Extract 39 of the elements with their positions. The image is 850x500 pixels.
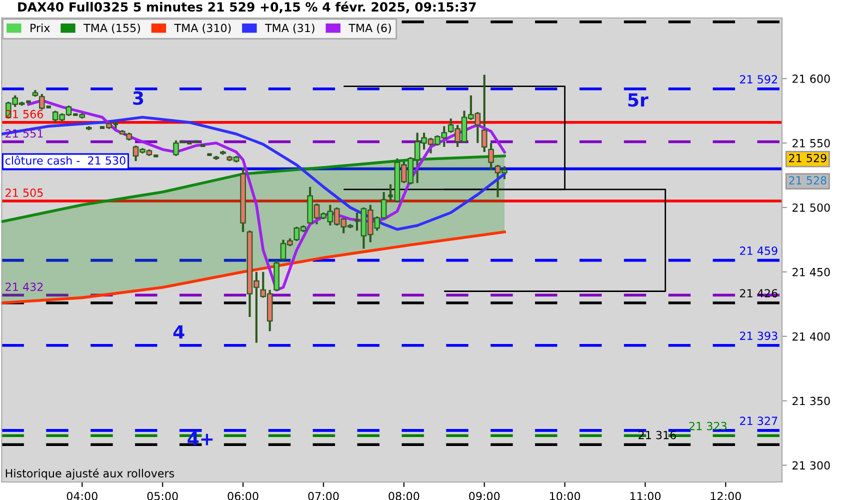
ref-line-label: 21 323 [689,422,726,430]
x-tick-label: 10:00 [550,492,580,500]
ref-line-label: 21 432 [6,282,43,292]
y-tick-label: 21 450 [792,268,830,276]
y-tick-label: 21 350 [792,396,830,406]
legend-label: TMA (310) [174,24,231,34]
ref-line-label: 21 551 [6,129,43,138]
text: 21 529 [789,154,826,162]
annotation: 4+ [188,432,213,446]
ref-line-label: 21 592 [740,75,777,84]
annotation: 4 [173,325,184,338]
annotation: Historique ajusté aux rollovers [6,468,174,480]
x-tick-label: 07:00 [308,492,339,500]
ref-line-label: 21 459 [740,246,778,255]
x-tick-label: 04:00 [66,492,98,500]
x-tick-label: 11:00 [630,492,661,500]
legend-label: TMA (155) [84,24,140,34]
ref-line-label: 21 426 [740,289,778,298]
ref-line-label: clôture cash - 21 530 [5,156,126,165]
legend-label: Prix [30,24,50,32]
x-tick-label: 12:00 [710,492,741,500]
text: 21 528 [789,176,826,185]
ref-line-label: 21 327 [740,416,778,426]
ref-line-label: 21 505 [6,188,43,197]
legend-label: TMA (31) [264,24,314,34]
x-tick-label: 06:00 [228,492,258,500]
y-tick-label: 21 300 [792,461,830,470]
annotation: 5r [628,93,648,107]
y-tick-label: 21 600 [792,74,830,83]
legend-label: TMA (6) [348,24,391,34]
x-tick-label: 09:00 [469,492,500,500]
y-tick-label: 21 550 [792,138,830,148]
x-tick-label: 05:00 [147,492,178,500]
y-tick-label: 21 500 [792,203,830,212]
chart-title: DAX40 Full0325 5 minutes 21 529 +0,15 % 4 févr. 2025, 09:15:37 [18,1,476,14]
annotation: 3 [133,91,144,105]
x-tick-label: 08:00 [388,492,420,500]
y-tick-label: 21 400 [792,332,830,341]
ref-line-label: 21 393 [740,332,778,340]
